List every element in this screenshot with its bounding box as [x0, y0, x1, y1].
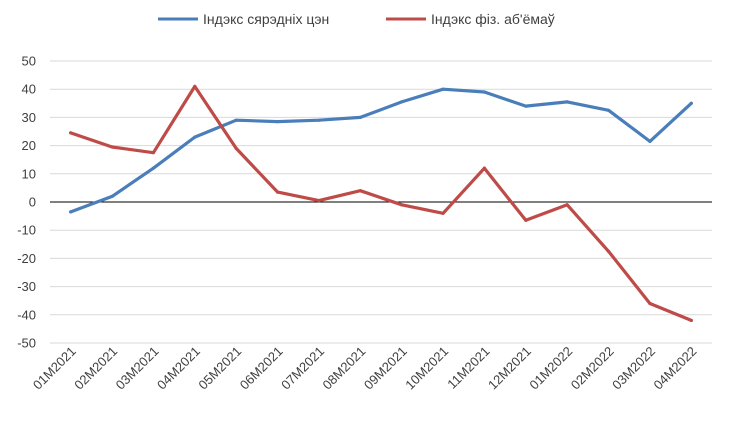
- data-point-s1-7: [358, 189, 362, 193]
- data-point-s1-6: [317, 198, 321, 203]
- y-tick-label: 0: [29, 195, 36, 210]
- data-point-s1-3: [193, 84, 197, 88]
- y-tick-label: -10: [17, 223, 36, 238]
- y-tick-label: 20: [22, 138, 36, 153]
- y-tick-label: 10: [22, 166, 36, 181]
- data-point-s1-10: [482, 166, 487, 170]
- y-tick-label: -50: [17, 336, 36, 351]
- data-point-s1-13: [606, 249, 611, 253]
- series: [69, 84, 693, 323]
- y-axis: -50 -40 -30 -20 -10 0 10 20 30 40 50: [17, 54, 36, 351]
- data-point-s1-4: [234, 146, 238, 151]
- data-point-s1-1: [110, 145, 114, 149]
- data-point-s1-11: [524, 218, 528, 222]
- x-tick-label: 08M2021: [319, 344, 368, 393]
- x-tick-label: 06M2021: [237, 344, 286, 393]
- x-tick-label: 03M2021: [113, 344, 162, 393]
- data-point-s0-15: [689, 101, 693, 105]
- y-tick-label: 50: [22, 54, 36, 69]
- x-axis: 01M202102M202103M202104M202105M202106M20…: [30, 344, 700, 393]
- gridlines: [50, 60, 712, 344]
- x-tick-label: 09M2021: [361, 344, 410, 393]
- data-point-s0-13: [606, 108, 611, 112]
- legend-label-volume-index: Індэкс фіз. аб'ёмаў: [431, 11, 555, 27]
- data-point-s0-8: [400, 100, 404, 104]
- x-tick-label: 10M2021: [402, 344, 451, 393]
- data-point-s0-12: [565, 100, 569, 104]
- data-point-s0-10: [482, 90, 487, 94]
- legend: Індэкс сярэдніх цэн Індэкс фіз. аб'ёмаў: [158, 11, 555, 27]
- data-point-s0-7: [358, 115, 362, 119]
- data-point-s0-3: [193, 135, 197, 139]
- x-tick-label: 12M2021: [485, 344, 534, 393]
- y-tick-label: -20: [17, 251, 36, 266]
- y-tick-label: 30: [22, 110, 36, 125]
- data-point-s0-11: [524, 104, 528, 108]
- series-line-1: [69, 84, 693, 322]
- legend-label-price-index: Індэкс сярэдніх цэн: [203, 11, 329, 27]
- x-tick-label: 04M2021: [154, 344, 203, 393]
- y-tick-label: -30: [17, 279, 36, 294]
- data-point-s0-5: [275, 120, 280, 124]
- data-point-s0-4: [234, 118, 238, 122]
- x-tick-label: 05M2021: [195, 344, 244, 393]
- x-tick-label: 02M2022: [568, 344, 617, 393]
- data-point-s1-8: [400, 203, 404, 207]
- x-tick-label: 04M2022: [650, 344, 699, 393]
- data-point-s1-5: [275, 190, 280, 194]
- data-point-s0-0: [69, 210, 73, 214]
- data-point-s1-9: [441, 211, 445, 215]
- data-point-s1-15: [689, 318, 693, 323]
- data-point-s1-12: [565, 203, 569, 207]
- data-point-s0-9: [441, 87, 445, 91]
- data-point-s1-0: [69, 131, 73, 135]
- data-point-s1-14: [648, 301, 652, 306]
- x-tick-label: 11M2021: [444, 344, 492, 392]
- x-tick-label: 02M2021: [71, 344, 120, 393]
- y-tick-label: 40: [22, 82, 36, 97]
- data-point-s0-1: [110, 194, 114, 198]
- x-tick-label: 03M2022: [609, 344, 658, 393]
- data-point-s0-2: [151, 166, 156, 170]
- data-point-s1-2: [151, 151, 156, 155]
- data-point-s0-14: [648, 139, 652, 143]
- series-line-0: [69, 87, 693, 214]
- x-tick-label: 07M2021: [278, 344, 327, 393]
- x-tick-label: 01M2021: [30, 344, 79, 393]
- y-tick-label: -40: [17, 307, 36, 322]
- x-tick-label: 01M2022: [526, 344, 575, 393]
- data-point-s0-6: [317, 118, 321, 122]
